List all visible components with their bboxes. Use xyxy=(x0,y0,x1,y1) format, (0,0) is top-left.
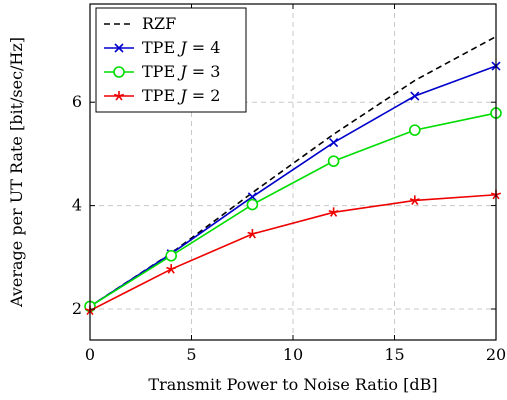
x-tick-label: 0 xyxy=(85,345,95,364)
series-line xyxy=(89,112,497,308)
y-tick-label: 6 xyxy=(72,92,82,111)
x-tick-label: 5 xyxy=(186,345,196,364)
legend-marker xyxy=(113,66,125,78)
data-point xyxy=(410,91,420,101)
legend-item: RZF xyxy=(104,14,176,33)
data-point xyxy=(166,264,177,274)
data-point xyxy=(329,137,339,148)
y-tick-label: 2 xyxy=(72,299,82,318)
x-tick-label: 15 xyxy=(384,345,404,364)
y-axis-ticks: 2 4 6 xyxy=(72,92,496,318)
legend-label: TPE J = 2 xyxy=(142,86,220,105)
legend-item: TPE J = 2 xyxy=(104,86,220,105)
y-tick-label: 4 xyxy=(72,196,82,215)
series-line xyxy=(89,65,497,308)
x-tick-label: 20 xyxy=(486,345,506,364)
data-point xyxy=(165,249,177,262)
data-point xyxy=(409,195,420,205)
x-axis-label: Transmit Power to Noise Ratio [dB] xyxy=(148,375,437,394)
series-line xyxy=(89,193,497,312)
data-point xyxy=(328,207,339,217)
x-tick-label: 10 xyxy=(283,345,303,364)
legend-item: TPE J = 4 xyxy=(104,38,220,57)
legend-item: TPE J = 3 xyxy=(104,62,220,81)
legend-marker xyxy=(113,91,125,101)
x-axis-ticks: 0 5 10 15 20 xyxy=(85,4,506,364)
legend-label: TPE J = 3 xyxy=(142,62,220,81)
legend-label: RZF xyxy=(142,14,176,33)
legend-label: TPE J = 4 xyxy=(142,38,220,57)
y-axis-label: Average per UT Rate [bit/sec/Hz] xyxy=(7,37,26,308)
data-point xyxy=(327,155,340,167)
legend: RZF TPE J = 4 TPE J = 3 TPE J = 2 xyxy=(95,7,247,113)
data-point xyxy=(408,124,421,136)
data-point xyxy=(247,229,258,239)
data-point xyxy=(246,198,259,211)
legend-marker xyxy=(114,43,124,53)
